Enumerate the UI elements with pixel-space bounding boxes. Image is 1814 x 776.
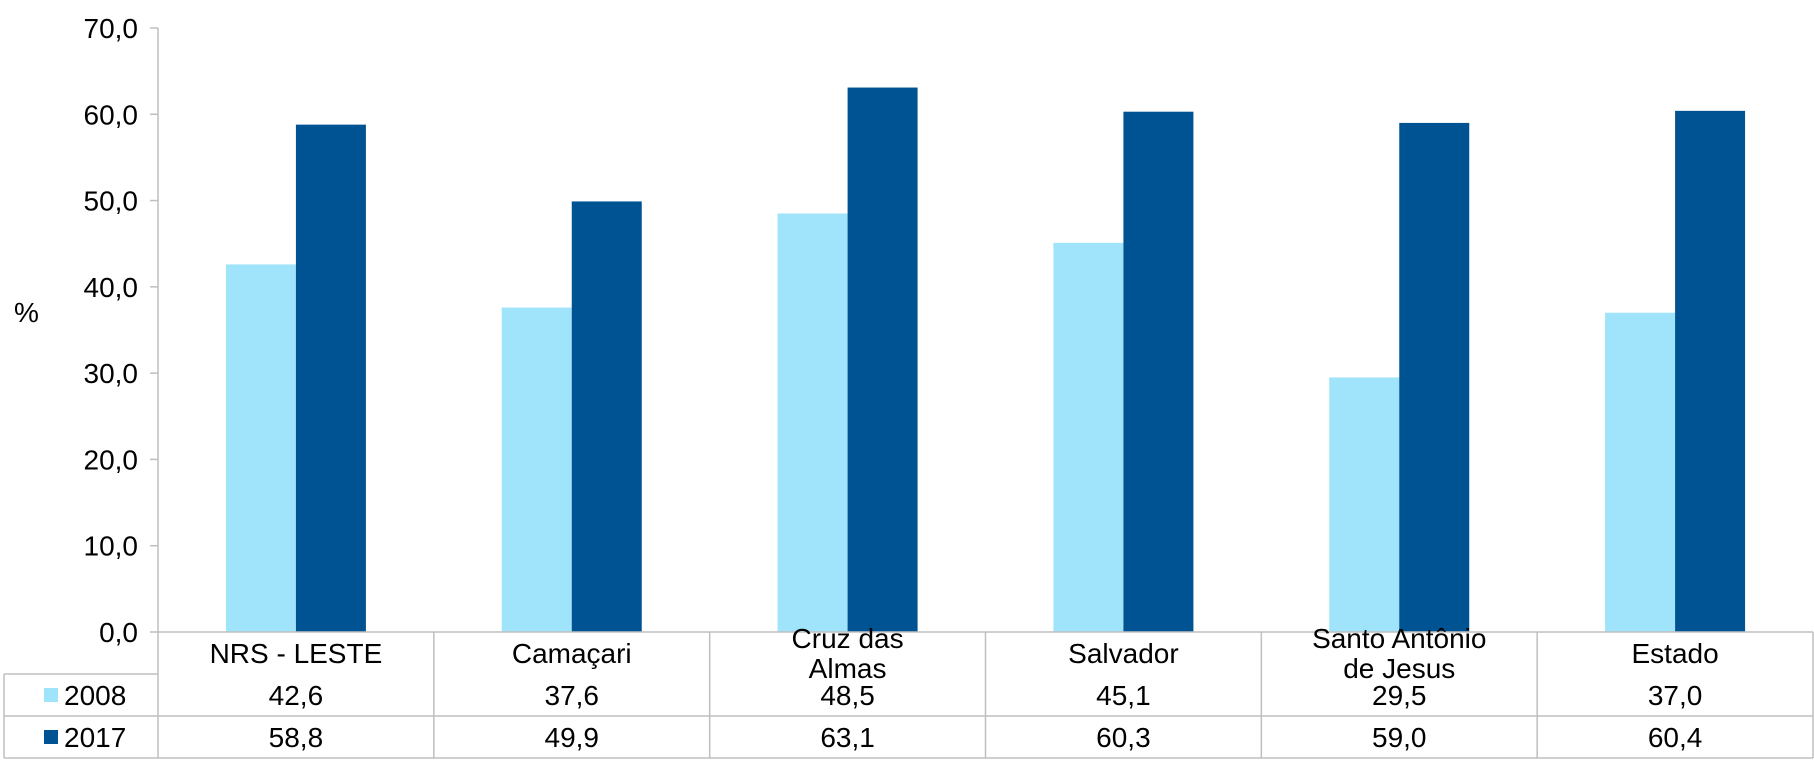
data-label: 60,3 [1096,722,1151,753]
y-tick-label: 0,0 [99,617,138,648]
data-label: 63,1 [820,722,875,753]
bar-2008-2 [777,213,848,632]
bar-2008-5 [1605,312,1676,632]
bar-2017-0 [295,124,366,632]
x-category-label: Almas [809,653,887,684]
x-category-label: Salvador [1068,638,1179,669]
data-label: 58,8 [269,722,324,753]
bar-2008-4 [1329,377,1400,632]
data-label: 60,4 [1648,722,1703,753]
x-category-label: Santo Antônio [1312,623,1486,654]
bar-2008-1 [501,307,572,632]
bar-2008-3 [1053,242,1124,632]
x-category-label: Estado [1631,638,1718,669]
y-tick-label: 50,0 [84,186,139,217]
bar-2008-0 [225,264,296,632]
y-tick-label: 40,0 [84,272,139,303]
data-label: 29,5 [1372,680,1427,711]
data-label: 59,0 [1372,722,1427,753]
x-category-label: NRS - LESTE [210,638,383,669]
data-label: 48,5 [820,680,875,711]
bar-2017-4 [1399,122,1470,633]
x-category-label: de Jesus [1343,653,1455,684]
data-label: 45,1 [1096,680,1151,711]
legend-swatch-2008 [44,688,58,702]
legend-series-name: 2017 [64,722,126,753]
bar-2017-2 [847,87,918,633]
y-tick-label: 10,0 [84,531,139,562]
x-category-label: Cruz das [792,623,904,654]
y-tick-label: 70,0 [84,13,139,44]
data-label: 49,9 [545,722,600,753]
x-category-label: Camaçari [512,638,632,669]
legend-swatch-2017 [44,730,58,744]
y-tick-label: 60,0 [84,99,139,130]
y-tick-label: 20,0 [84,444,139,475]
bar-2017-3 [1123,111,1194,632]
y-axis-label: % [14,297,39,328]
bar-2017-1 [571,201,642,633]
bar-2017-5 [1675,110,1746,632]
data-label: 42,6 [269,680,324,711]
data-label: 37,6 [545,680,600,711]
legend-series-name: 2008 [64,680,126,711]
y-tick-label: 30,0 [84,358,139,389]
data-label: 37,0 [1648,680,1703,711]
